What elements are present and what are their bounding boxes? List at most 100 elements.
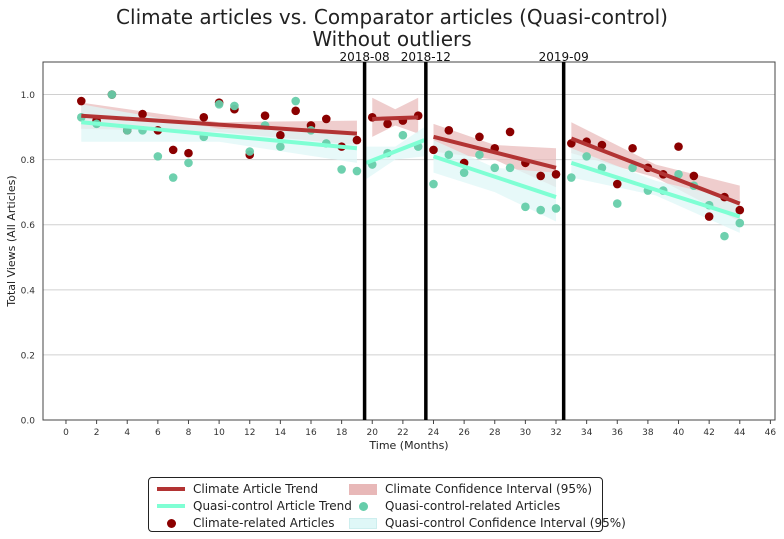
control-point <box>720 231 729 241</box>
climate-point <box>612 179 622 189</box>
climate-point <box>291 106 300 116</box>
climate-point <box>475 132 484 142</box>
control-point <box>475 150 484 160</box>
control-trend-line <box>81 120 358 151</box>
control-trend-line <box>365 138 426 165</box>
x-tick-label: 44 <box>734 428 746 438</box>
y-tick-label: 0.2 <box>21 351 35 361</box>
climate-point <box>536 171 545 181</box>
control-point <box>352 166 362 176</box>
legend-control-points: Quasi-control-related Articles <box>349 499 560 513</box>
climate-point <box>260 111 270 120</box>
climate-point <box>704 212 714 221</box>
climate-point <box>199 113 209 122</box>
y-axis-label: Total Views (All Articles) <box>5 175 18 307</box>
legend-climate-points-label: Climate-related Articles <box>193 516 335 530</box>
event-label: 2018-08 <box>340 50 390 64</box>
climate-point <box>138 109 147 119</box>
legend-climate-ci-label: Climate Confidence Interval (95%) <box>385 482 593 496</box>
x-tick-label: 12 <box>244 428 255 438</box>
control-point <box>214 100 224 109</box>
chart-title: Climate articles vs. Comparator articles… <box>116 5 668 29</box>
x-tick-label: 26 <box>458 428 470 438</box>
y-tick-label: 0.6 <box>21 221 36 231</box>
legend-control-points-label: Quasi-control-related Articles <box>385 499 561 513</box>
climate-point <box>352 135 362 145</box>
control-trend-line <box>432 154 557 199</box>
control-point <box>551 204 561 213</box>
control-point <box>184 158 193 168</box>
x-tick-label: 36 <box>612 428 624 438</box>
climate-point <box>429 145 438 155</box>
climate-trend-line <box>570 136 741 206</box>
x-tick-label: 46 <box>765 428 777 438</box>
x-tick-label: 16 <box>305 428 317 438</box>
climate-trend-line <box>81 113 358 136</box>
legend-climate-trend-swatch <box>157 487 185 491</box>
climate-point <box>689 171 699 181</box>
control-point <box>536 205 545 215</box>
x-tick-label: 32 <box>550 428 561 438</box>
event-label: 2019-09 <box>539 50 589 64</box>
x-tick-label: 40 <box>673 428 685 438</box>
x-tick-label: 24 <box>428 428 440 438</box>
climate-point <box>444 126 454 135</box>
climate-point <box>628 143 637 153</box>
climate-trend-line <box>433 134 557 170</box>
climate-point <box>505 127 515 137</box>
x-axis-label: Time (Months) <box>368 439 448 452</box>
x-tick-label: 42 <box>703 428 714 438</box>
x-tick-label: 18 <box>336 428 348 438</box>
legend-climate-ci-swatch <box>349 483 377 495</box>
control-point <box>337 165 346 174</box>
x-tick-label: 8 <box>186 428 192 438</box>
climate-point <box>597 140 607 150</box>
legend-climate-trend: Climate Article Trend <box>157 482 318 496</box>
control-point <box>505 163 515 173</box>
x-tick-label: 22 <box>397 428 408 438</box>
control-trend-line <box>570 160 741 219</box>
legend-climate-points-swatch <box>166 518 176 528</box>
x-tick-label: 14 <box>275 428 287 438</box>
x-tick-label: 34 <box>581 428 593 438</box>
climate-point <box>184 148 193 158</box>
control-point <box>612 199 622 208</box>
x-tick-label: 10 <box>213 428 225 438</box>
climate-point <box>551 169 561 179</box>
chart-subtitle: Without outliers <box>312 27 472 51</box>
x-tick-label: 0 <box>63 428 69 438</box>
x-tick-label: 38 <box>642 428 654 438</box>
control-point <box>230 101 239 111</box>
control-point <box>674 169 683 179</box>
legend-control-trend: Quasi-control Article Trend <box>157 499 352 513</box>
x-tick-label: 2 <box>94 428 100 438</box>
chart-legend: Climate Article Trend Quasi-control Arti… <box>148 477 626 532</box>
y-tick-label: 0.0 <box>21 417 36 427</box>
plot-frame <box>42 61 776 421</box>
control-point <box>735 218 745 228</box>
control-point <box>567 173 576 182</box>
legend-control-points-swatch <box>358 501 368 511</box>
legend-control-trend-label: Quasi-control Article Trend <box>193 499 352 513</box>
legend-climate-points: Climate-related Articles <box>157 516 335 530</box>
control-point <box>276 142 285 151</box>
legend-control-ci-label: Quasi-control Confidence Interval (95%) <box>385 516 626 530</box>
control-point <box>291 96 300 106</box>
control-point <box>245 147 255 156</box>
climate-point <box>76 96 86 106</box>
climate-trend-line <box>372 115 419 121</box>
legend-climate-trend-label: Climate Article Trend <box>193 482 319 496</box>
control-point <box>521 202 530 212</box>
climate-point <box>322 114 331 124</box>
legend-control-ci-swatch <box>349 517 377 529</box>
climate-point <box>168 145 178 155</box>
control-point <box>628 163 637 173</box>
y-tick-label: 0.4 <box>21 286 36 296</box>
climate-point <box>383 119 392 129</box>
legend-climate-ci: Climate Confidence Interval (95%) <box>349 482 592 496</box>
control-point <box>459 168 469 177</box>
x-tick-label: 4 <box>124 428 130 438</box>
control-point <box>398 130 408 140</box>
event-label: 2018-12 <box>401 50 451 64</box>
